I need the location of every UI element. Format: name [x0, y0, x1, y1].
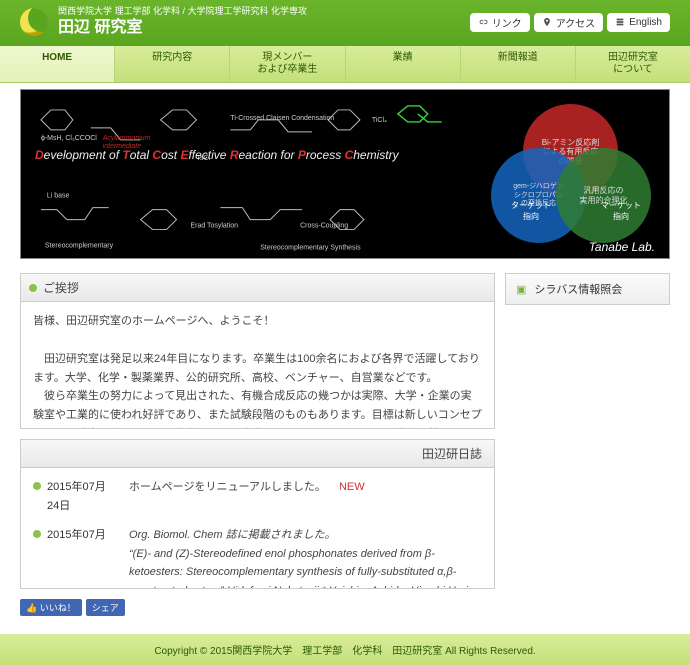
- greeting-title: ご挨拶: [43, 279, 79, 296]
- footer-text: Copyright © 2015関西学院大学 理工学部 化学科 田辺研究室 Al…: [154, 646, 535, 657]
- svg-text:TiCl₄: TiCl₄: [372, 117, 387, 124]
- bullet-icon: [29, 284, 37, 292]
- main-columns: ご挨拶 皆様、田辺研究室のホームページへ、ようこそ！ 田辺研究室は発足以来24年…: [0, 265, 690, 628]
- access-label: アクセス: [556, 15, 596, 30]
- main-nav: HOME 研究内容 現メンバー および卒業生 業績 新聞報道 田辺研究室 につい…: [0, 46, 690, 83]
- top-bar: 関西学院大学 理工学部 化学科 / 大学院理工学研究科 化学専攻 田辺 研究室 …: [0, 0, 690, 46]
- english-label: English: [629, 17, 662, 28]
- greeting-p1: 皆様、田辺研究室のホームページへ、ようこそ！: [33, 312, 482, 331]
- svg-text:Acylammonium: Acylammonium: [102, 135, 151, 142]
- news-date: 2015年07月: [33, 526, 115, 589]
- fb-share-button[interactable]: シェア: [86, 599, 125, 616]
- dot-icon: [33, 482, 41, 490]
- news-text: ホームページをリニューアルしました。 NEW: [129, 478, 482, 515]
- syllabus-label: シラバス情報照会: [534, 281, 622, 297]
- new-tag: NEW: [339, 481, 365, 493]
- header-subtitle: 関西学院大学 理工学部 化学科 / 大学院理工学研究科 化学専攻: [58, 6, 307, 18]
- facebook-row: 👍 いいね！ シェア: [20, 599, 495, 616]
- venn-green: 汎用反応の 実用的合理化: [556, 148, 651, 243]
- nav-about[interactable]: 田辺研究室 について: [576, 46, 690, 82]
- news-date: 2015年07月24日: [33, 478, 115, 515]
- hero-tagline: Development of Total Cost Effective Reac…: [35, 148, 399, 162]
- logo-crescent-icon: [20, 8, 48, 36]
- nav-press[interactable]: 新聞報道: [461, 46, 576, 82]
- svg-text:Stereocomplementary: Stereocomplementary: [45, 243, 114, 250]
- dot-icon: [33, 530, 41, 538]
- svg-text:Cross-Coupling: Cross-Coupling: [300, 223, 348, 230]
- news-item: 2015年07月 Org. Biomol. Chem 誌に掲載されました。“(E…: [33, 526, 482, 589]
- top-link-group: リンク アクセス English: [470, 13, 670, 32]
- news-panel: 田辺研日誌 2015年07月24日 ホームページをリニューアルしました。 NEW: [20, 439, 495, 589]
- news-body[interactable]: 2015年07月24日 ホームページをリニューアルしました。 NEW 2015年…: [21, 468, 494, 588]
- syllabus-button[interactable]: ▣ シラバス情報照会: [505, 273, 670, 305]
- title-stack: 関西学院大学 理工学部 化学科 / 大学院理工学研究科 化学専攻 田辺 研究室: [58, 6, 307, 38]
- right-column: ▣ シラバス情報照会: [505, 273, 670, 616]
- svg-text:ϕ-MsH, Cl₃CCOCl: ϕ-MsH, Cl₃CCOCl: [41, 135, 97, 142]
- venn-target-label: ターゲット 指向: [511, 200, 551, 222]
- left-column: ご挨拶 皆様、田辺研究室のホームページへ、ようこそ！ 田辺研究室は発足以来24年…: [20, 273, 495, 616]
- nav-research[interactable]: 研究内容: [115, 46, 230, 82]
- greeting-panel: ご挨拶 皆様、田辺研究室のホームページへ、ようこそ！ 田辺研究室は発足以来24年…: [20, 273, 495, 429]
- venn-diagram: Bi-アミン反応剤 による有用反応 の開発 gem-ジハロゲン シクロプロパン …: [491, 104, 651, 244]
- link-label: リンク: [492, 15, 522, 30]
- link-icon: [478, 17, 488, 27]
- link-button[interactable]: リンク: [470, 13, 530, 32]
- hero-lab-label: Tanabe Lab.: [589, 240, 655, 254]
- svg-text:Ti-Crossed Claisen Condensatio: Ti-Crossed Claisen Condensation: [230, 115, 334, 122]
- pin-icon: [542, 17, 552, 27]
- nav-achievements[interactable]: 業績: [346, 46, 461, 82]
- lang-icon: [615, 17, 625, 27]
- svg-text:Li base: Li base: [47, 193, 70, 200]
- english-button[interactable]: English: [607, 13, 670, 32]
- access-button[interactable]: アクセス: [534, 13, 604, 32]
- news-header: 田辺研日誌: [21, 440, 494, 468]
- nav-members[interactable]: 現メンバー および卒業生: [230, 46, 345, 82]
- news-item: 2015年07月24日 ホームページをリニューアルしました。 NEW: [33, 478, 482, 515]
- svg-text:Stereocomplementary Synthesis: Stereocomplementary Synthesis: [260, 245, 361, 252]
- hero-banner: Acylammonium intermediate ϕ-MsH, Cl₃CCOC…: [20, 89, 670, 259]
- square-arrow-icon: ▣: [516, 283, 526, 296]
- news-title: 田辺研日誌: [422, 445, 482, 462]
- greeting-body[interactable]: 皆様、田辺研究室のホームページへ、ようこそ！ 田辺研究室は発足以来24年目になり…: [21, 302, 494, 428]
- greeting-p2: 田辺研究室は発足以来24年目になります。卒業生は100余名におよび各界で活躍して…: [33, 350, 482, 387]
- nav-home[interactable]: HOME: [0, 46, 115, 82]
- header-title: 田辺 研究室: [58, 18, 307, 39]
- venn-market-label: マーケット 指向: [601, 200, 641, 222]
- footer: Copyright © 2015関西学院大学 理工学部 化学科 田辺研究室 Al…: [0, 634, 690, 665]
- greeting-p3: 彼ら卒業生の努力によって見出された、有機合成反応の幾つかは実際、大学・企業の実験…: [33, 387, 482, 428]
- news-text: Org. Biomol. Chem 誌に掲載されました。“(E)- and (Z…: [129, 526, 482, 589]
- fb-like-button[interactable]: 👍 いいね！: [20, 599, 82, 616]
- svg-text:Erad Tosylation: Erad Tosylation: [190, 223, 238, 230]
- greeting-header: ご挨拶: [21, 274, 494, 302]
- hero-wrap: Acylammonium intermediate ϕ-MsH, Cl₃CCOC…: [0, 83, 690, 265]
